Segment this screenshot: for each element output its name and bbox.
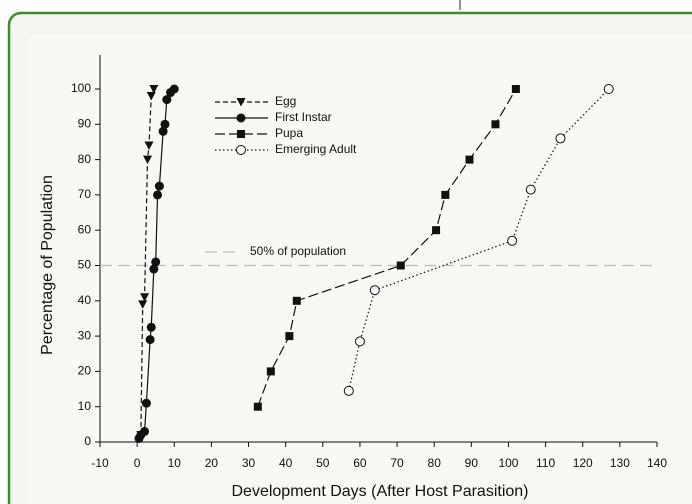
marker: [141, 398, 151, 408]
marker: [507, 235, 518, 246]
x-tick-label: 120: [573, 456, 593, 470]
y-tick-label: 40: [78, 293, 92, 307]
x-tick-label: 140: [647, 456, 667, 470]
x-tick-label: 50: [316, 456, 330, 470]
x-tick-label: 30: [242, 456, 256, 470]
y-tick-label: 80: [78, 152, 92, 166]
marker: [146, 322, 156, 332]
marker: [158, 126, 168, 136]
x-tick-label: 0: [134, 456, 141, 470]
marker: [149, 85, 159, 94]
marker: [441, 190, 450, 199]
marker: [160, 119, 170, 129]
marker: [162, 95, 172, 105]
legend-marker: [237, 130, 245, 138]
marker: [146, 92, 156, 101]
marker: [491, 120, 500, 129]
marker: [138, 300, 148, 309]
marker: [153, 190, 163, 200]
reference-label: 50% of population: [250, 244, 346, 258]
marker: [140, 293, 150, 302]
marker: [465, 155, 474, 164]
marker: [154, 181, 164, 191]
legend-label: Emerging Adult: [275, 142, 357, 156]
x-tick-label: 20: [205, 456, 219, 470]
marker: [285, 332, 294, 341]
x-tick-label: 10: [168, 456, 182, 470]
legend-marker: [236, 98, 246, 107]
series-line: [257, 88, 517, 407]
legend-label: Egg: [275, 94, 296, 108]
x-tick-label: 80: [428, 456, 442, 470]
marker: [432, 226, 441, 235]
x-tick-label: 70: [390, 456, 404, 470]
y-tick-label: 60: [78, 222, 92, 236]
x-tick-label: 110: [536, 456, 555, 470]
marker: [603, 84, 614, 94]
marker: [369, 285, 380, 296]
y-tick-label: 100: [71, 81, 91, 95]
marker: [343, 385, 354, 396]
marker: [525, 184, 536, 195]
marker: [151, 257, 161, 267]
marker: [143, 155, 153, 165]
x-tick-label: 100: [498, 456, 518, 470]
x-axis-title: Development Days (After Host Parasition): [232, 483, 529, 500]
legend-label: First Instar: [275, 110, 332, 124]
y-tick-label: 70: [78, 187, 92, 201]
marker: [140, 426, 150, 436]
y-tick-label: 30: [78, 328, 92, 342]
legend-marker: [236, 113, 246, 123]
marker: [145, 335, 155, 345]
marker: [555, 133, 566, 144]
legend-marker: [236, 145, 246, 155]
marker: [292, 296, 301, 305]
legend-label: Pupa: [275, 126, 303, 140]
marker: [266, 367, 275, 376]
y-tick-label: 20: [78, 364, 92, 378]
panel: [30, 35, 692, 504]
y-axis-title: Percentage of Population: [39, 175, 56, 355]
y-tick-label: 90: [78, 116, 92, 130]
y-tick-label: 0: [84, 434, 91, 448]
x-tick-label: 60: [353, 456, 367, 470]
marker: [144, 141, 154, 150]
x-tick-label: 130: [610, 456, 630, 470]
x-tick-label: -10: [91, 456, 109, 470]
x-tick-label: 90: [465, 456, 479, 470]
marker: [354, 336, 365, 347]
marker: [149, 264, 159, 274]
marker: [253, 402, 262, 411]
y-tick-label: 50: [78, 258, 92, 272]
marker: [169, 84, 179, 94]
marker: [511, 85, 520, 93]
x-tick-label: 40: [279, 456, 293, 470]
marker: [396, 261, 405, 270]
y-tick-label: 10: [78, 399, 92, 413]
